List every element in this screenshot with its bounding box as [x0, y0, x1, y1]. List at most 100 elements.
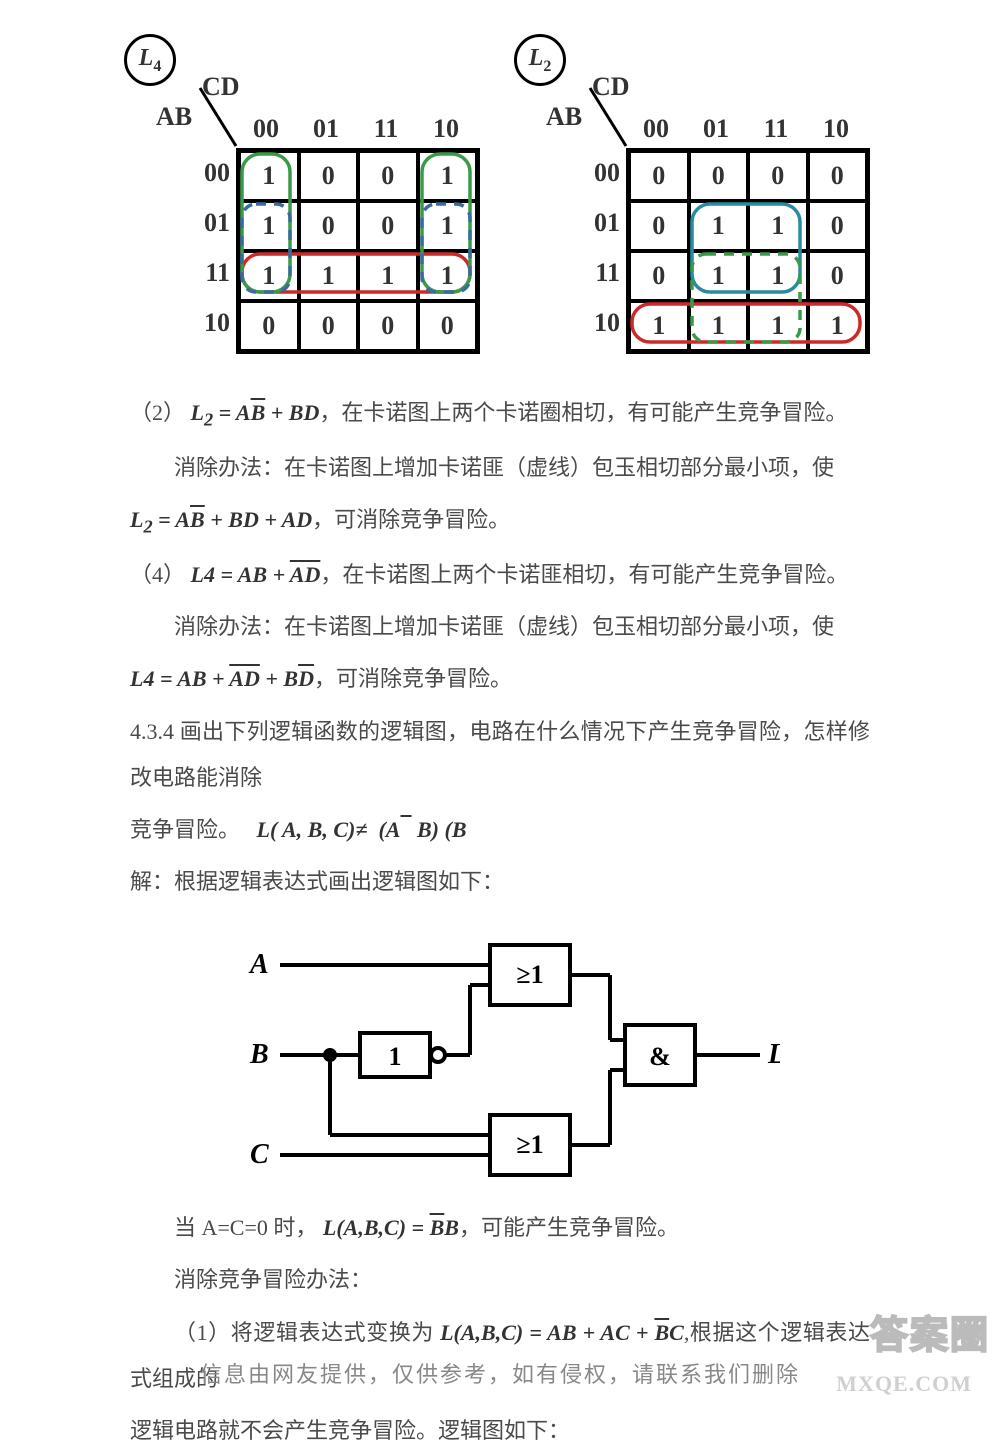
kmap-l2-label-sub: 2	[543, 57, 551, 74]
cell: 1	[239, 151, 299, 201]
t1: （2）	[130, 400, 185, 425]
t10a: 当 A=C=0 时，	[174, 1215, 317, 1240]
para-13: 逻辑电路就不会产生竞争冒险。逻辑图如下：	[130, 1408, 870, 1454]
cell: 0	[689, 151, 749, 201]
cell: 1	[689, 251, 749, 301]
para-4: （4） L4 = AB + AD，在卡诺图上两个卡诺匪相切，有可能产生竞争冒险。	[130, 552, 870, 598]
cell: 1	[808, 301, 868, 351]
row-label: 11	[190, 248, 230, 298]
cell: 1	[748, 201, 808, 251]
cell: 0	[629, 151, 689, 201]
t10b: ，可能产生竞争冒险。	[459, 1215, 679, 1240]
cell: 0	[299, 151, 359, 201]
cell: 0	[418, 301, 478, 351]
t12-expr: L(A,B,C) = AB + AC + BC	[440, 1320, 684, 1345]
row-label: 11	[580, 248, 620, 298]
cell: 1	[239, 201, 299, 251]
kmap-l2-badge: L2	[514, 34, 566, 86]
t4: （4）	[130, 562, 185, 587]
kmap-l4-cols: 00 01 11 10	[236, 114, 476, 144]
cell: 0	[299, 201, 359, 251]
logic-circuit: A B C L 1 ≥1 ≥1 &	[220, 925, 780, 1185]
t3-expr: L2 = AB + BD + AD	[130, 507, 312, 532]
para-2c: L2 = AB + BD + AD，可消除竞争冒险。	[130, 497, 870, 546]
cell: 0	[358, 201, 418, 251]
circ-L: L	[767, 1039, 780, 1070]
cell: 0	[748, 151, 808, 201]
t6-rest: ，可消除竞争冒险。	[314, 666, 512, 691]
col-label: 11	[356, 114, 416, 144]
row-label: 01	[190, 198, 230, 248]
cell: 0	[808, 251, 868, 301]
cell: 1	[299, 251, 359, 301]
gate-and: &	[649, 1042, 671, 1071]
watermark-logo: 答案圈	[870, 1304, 990, 1359]
t4-rest: ，在卡诺图上两个卡诺匪相切，有可能产生竞争冒险。	[320, 562, 848, 587]
cell: 1	[358, 251, 418, 301]
cell: 0	[358, 151, 418, 201]
kmap-l4-badge: L4	[124, 34, 176, 86]
cell: 0	[629, 201, 689, 251]
circ-C: C	[250, 1139, 269, 1170]
gate-or1: ≥1	[516, 960, 543, 989]
col-label: 00	[236, 114, 296, 144]
kmap-l4-label-main: L	[139, 45, 154, 71]
circ-B: B	[249, 1039, 269, 1070]
t8a: 竞争冒险。	[130, 817, 240, 842]
col-label: 10	[806, 114, 866, 144]
t4-expr: L4 = AB + AD	[191, 562, 321, 587]
col-label: 01	[296, 114, 356, 144]
cell: 0	[629, 251, 689, 301]
cell: 1	[689, 301, 749, 351]
col-label: 01	[686, 114, 746, 144]
col-label: 10	[416, 114, 476, 144]
circ-A: A	[248, 949, 269, 980]
row-label: 00	[190, 148, 230, 198]
para-4b: 消除办法：在卡诺图上增加卡诺匪（虚线）包玉相切部分最小项，使	[130, 604, 870, 650]
cell: 1	[629, 301, 689, 351]
cell: 1	[418, 201, 478, 251]
kmap-l2: L2 CD AB 00 01 11 10 00 01 11 10 0000 01…	[520, 40, 870, 360]
col-label: 00	[626, 114, 686, 144]
t10-expr: L(A,B,C) = BB	[323, 1215, 459, 1240]
kmap-l2-grid: 0000 0110 0110 1111	[626, 148, 870, 354]
kmap-l4-rows: 00 01 11 10	[190, 148, 230, 348]
gate-not: 1	[389, 1042, 402, 1071]
cell: 0	[808, 201, 868, 251]
cell: 1	[689, 201, 749, 251]
cell: 0	[239, 301, 299, 351]
kmap-l4-label-sub: 4	[153, 57, 161, 74]
para-cond: 当 A=C=0 时， L(A,B,C) = BB，可能产生竞争冒险。	[130, 1205, 870, 1251]
t12a: （1）将逻辑表达式变换为	[174, 1320, 434, 1345]
kmap-l2-ab: AB	[546, 102, 582, 132]
kmap-l4: L4 CD AB 00 01 11 10 00 01 11 10 1001 10…	[130, 40, 480, 360]
t6-expr: L4 = AB + AD + BD	[130, 666, 314, 691]
cell: 1	[748, 251, 808, 301]
para-2: （2） L2 = AB + BD，在卡诺图上两个卡诺圈相切，有可能产生竞争冒险。	[130, 390, 870, 439]
cell: 0	[299, 301, 359, 351]
col-label: 11	[746, 114, 806, 144]
kmap-l4-ab: AB	[156, 102, 192, 132]
cell: 1	[418, 251, 478, 301]
cell: 1	[748, 301, 808, 351]
kmap-l2-label-main: L	[529, 45, 544, 71]
kmap-l2-rows: 00 01 11 10	[580, 148, 620, 348]
t8b: L( A, B, C)≠ (A B) (B	[257, 817, 467, 842]
cell: 0	[358, 301, 418, 351]
cell: 0	[808, 151, 868, 201]
kmap-l2-cols: 00 01 11 10	[626, 114, 866, 144]
t3-rest: ，可消除竞争冒险。	[312, 507, 510, 532]
row-label: 10	[580, 298, 620, 348]
kmap-l4-grid: 1001 1001 1111 0000	[236, 148, 480, 354]
t1-rest: ，在卡诺图上两个卡诺圈相切，有可能产生竞争冒险。	[319, 400, 847, 425]
para-elim: 消除竞争冒险办法：	[130, 1257, 870, 1303]
para-sol: 解：根据逻辑表达式画出逻辑图如下：	[130, 859, 870, 905]
cell: 1	[418, 151, 478, 201]
kmap-row: L4 CD AB 00 01 11 10 00 01 11 10 1001 10…	[130, 40, 870, 360]
row-label: 00	[580, 148, 620, 198]
row-label: 01	[580, 198, 620, 248]
para-4c: L4 = AB + AD + BD，可消除竞争冒险。	[130, 656, 870, 702]
cell: 1	[239, 251, 299, 301]
t1-expr: L2 = AB + BD	[191, 400, 320, 425]
para-2b: 消除办法：在卡诺图上增加卡诺匪（虚线）包玉相切部分最小项，使	[130, 445, 870, 491]
